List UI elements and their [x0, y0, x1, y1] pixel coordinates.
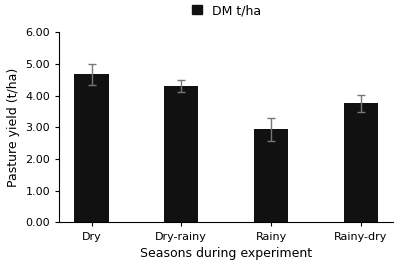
X-axis label: Seasons during experiment: Seasons during experiment: [140, 247, 312, 260]
Legend: DM t/ha: DM t/ha: [192, 4, 261, 17]
Bar: [164, 86, 198, 222]
Bar: [74, 74, 108, 222]
Y-axis label: Pasture yield (t/ha): Pasture yield (t/ha): [7, 68, 20, 187]
Bar: [254, 129, 288, 222]
Bar: [344, 103, 378, 222]
